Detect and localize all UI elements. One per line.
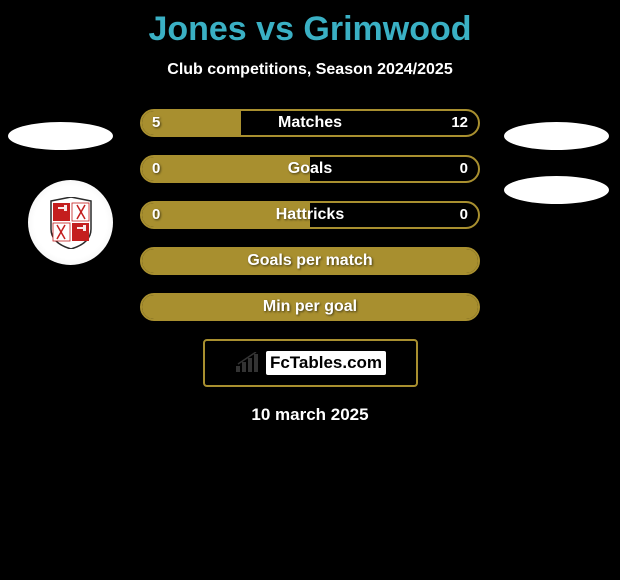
bar-value-left: 5 — [152, 109, 160, 137]
page-title: Jones vs Grimwood — [0, 0, 620, 49]
bar-value-right: 0 — [460, 155, 468, 183]
date-label: 10 march 2025 — [0, 405, 620, 425]
bar-value-left: 0 — [152, 155, 160, 183]
bar-label: Goals — [140, 155, 480, 183]
subtitle: Club competitions, Season 2024/2025 — [0, 61, 620, 79]
stats-bars: Matches512Goals00Hattricks00Goals per ma… — [0, 109, 620, 321]
bar-value-left: 0 — [152, 201, 160, 229]
watermark-label: FcTables.com — [266, 351, 386, 375]
bar-label: Matches — [140, 109, 480, 137]
stat-bar-goals-per-match: Goals per match — [140, 247, 480, 275]
chart-icon — [234, 352, 260, 374]
stat-bar-goals: Goals0 0 — [140, 155, 480, 183]
stat-bar-matches: Matches5 12 — [140, 109, 480, 137]
bar-value-right: 0 — [460, 201, 468, 229]
watermark[interactable]: FcTables.com — [203, 339, 418, 387]
stat-bar-min-per-goal: Min per goal — [140, 293, 480, 321]
bar-label: Min per goal — [140, 293, 480, 321]
stat-bar-hattricks: Hattricks0 0 — [140, 201, 480, 229]
bar-label: Hattricks — [140, 201, 480, 229]
bar-value-right: 12 — [451, 109, 468, 137]
bar-label: Goals per match — [140, 247, 480, 275]
